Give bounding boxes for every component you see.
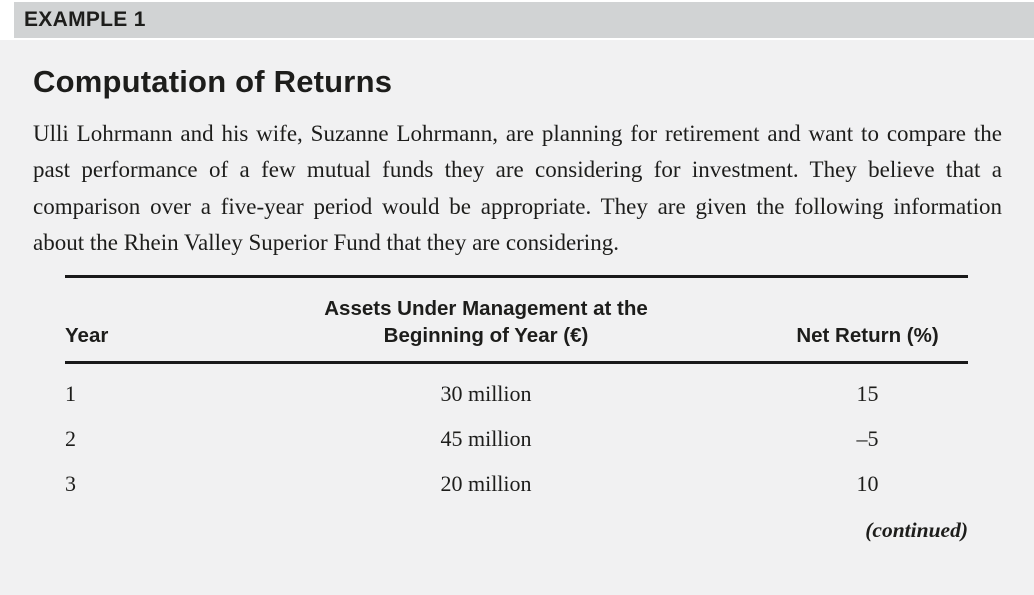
column-header-year: Year: [65, 276, 205, 364]
table-row: 1 30 million 15: [65, 362, 968, 416]
fund-table: Year Assets Under Management at the Begi…: [65, 274, 968, 506]
fund-table-body: 1 30 million 15 2 45 million –5 3 20 mil…: [65, 362, 968, 506]
example-label: EXAMPLE 1: [24, 8, 146, 31]
fund-table-header: Year Assets Under Management at the Begi…: [65, 276, 968, 364]
header-row: Year Assets Under Management at the Begi…: [65, 276, 968, 364]
cell-aum: 30 million: [440, 380, 532, 406]
cell-net-return: 10: [856, 470, 879, 496]
cell-year: 3: [65, 470, 76, 496]
cell-net-return: 15: [856, 380, 879, 406]
example-content: Computation of Returns Ulli Lohrmann and…: [0, 40, 1034, 595]
cell-net-return: –5: [856, 425, 879, 451]
column-header-aum-line1: Assets Under Management at the: [324, 296, 648, 320]
cell-year: 1: [65, 380, 76, 406]
continued-note: (continued): [865, 517, 968, 542]
intro-paragraph: Ulli Lohrmann and his wife, Suzanne Lohr…: [33, 121, 1002, 256]
cell-year: 2: [65, 425, 76, 451]
column-header-net-return: Net Return (%): [767, 276, 968, 364]
column-header-aum: Assets Under Management at the Beginning…: [205, 276, 767, 364]
example-title: Computation of Returns: [33, 64, 393, 99]
cell-aum: 45 million: [440, 425, 532, 451]
table-row: 3 20 million 10: [65, 461, 968, 506]
column-header-aum-line2: Beginning of Year (€): [383, 324, 589, 348]
cell-aum: 20 million: [440, 470, 532, 496]
example-header-bar: EXAMPLE 1: [14, 2, 1034, 38]
table-row: 2 45 million –5: [65, 416, 968, 461]
